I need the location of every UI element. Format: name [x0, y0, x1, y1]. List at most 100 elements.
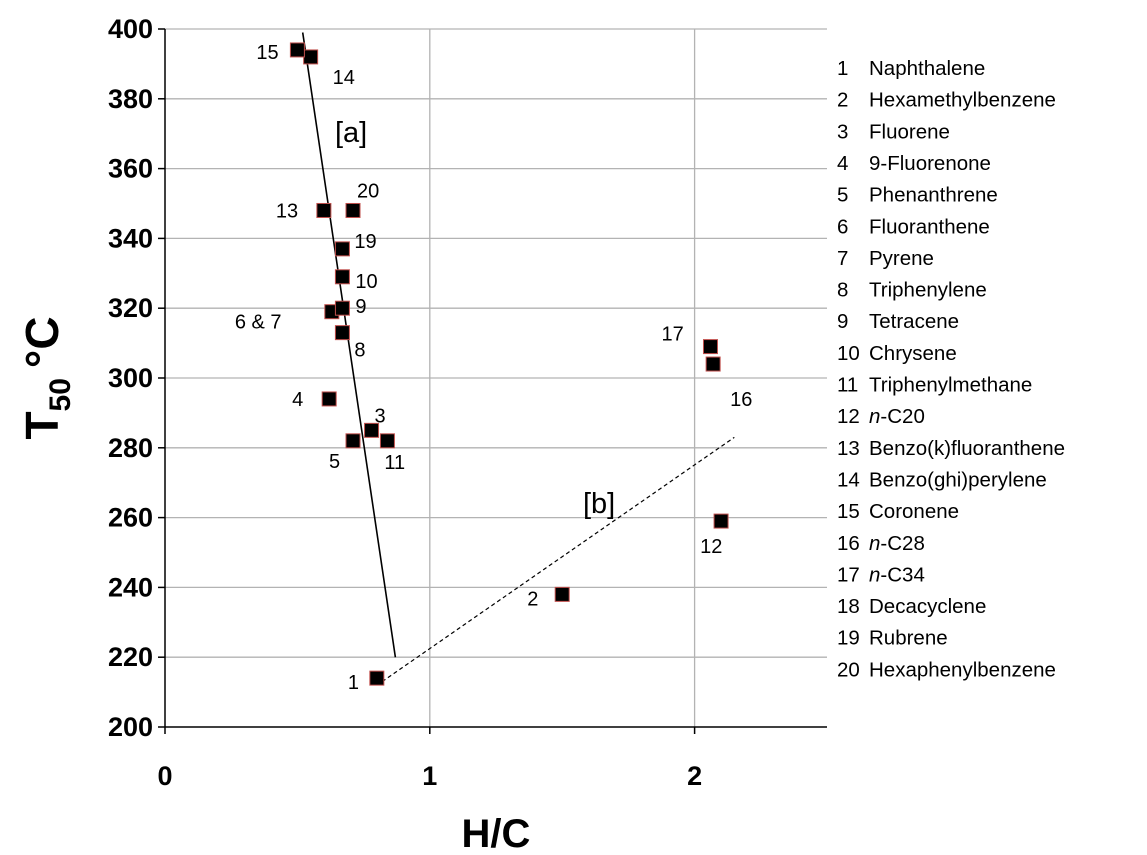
point-label: 1: [348, 672, 359, 694]
point-label: 11: [384, 452, 405, 474]
x-tick-label: 0: [157, 761, 172, 791]
point-label: 3: [375, 405, 386, 427]
legend-item-number: 7: [837, 247, 848, 270]
legend-item-name: Pyrene: [869, 247, 934, 270]
legend-item-number: 10: [837, 342, 860, 365]
point-label: 8: [354, 340, 365, 362]
x-axis-title: H/C: [462, 812, 531, 855]
point-label: 13: [276, 200, 298, 222]
y-tick-label: 400: [108, 14, 153, 44]
legend-item-number: 14: [837, 468, 860, 491]
trend-line-a: [301, 32, 397, 658]
x-tick-label: 1: [422, 761, 437, 791]
data-points: [289, 42, 729, 686]
y-tick-label: 280: [108, 433, 153, 463]
y-tick-label: 380: [108, 84, 153, 114]
legend-item-number: 13: [837, 437, 860, 460]
data-point: [369, 670, 385, 686]
x-tick-label: 2: [687, 761, 702, 791]
legend-item-name: n-C28: [869, 532, 925, 555]
y-axis-title-subscript: 50: [44, 378, 77, 411]
y-tick-label: 200: [108, 712, 153, 742]
data-point: [289, 42, 305, 58]
trend-line-b-label: [b]: [583, 488, 615, 520]
point-label: 15: [256, 42, 278, 64]
legend-item-name: Hexamethylbenzene: [869, 89, 1056, 112]
legend-item-name: Coronene: [869, 500, 959, 523]
data-point: [554, 586, 570, 602]
data-point: [702, 339, 718, 355]
data-point: [705, 356, 721, 372]
point-label: 17: [661, 324, 683, 346]
point-label: 14: [333, 67, 355, 89]
legend-item-name: n-C34: [869, 563, 925, 586]
y-tick-label: 340: [108, 223, 153, 253]
point-label: 2: [527, 588, 538, 610]
legend-item-number: 8: [837, 279, 848, 302]
legend-item-number: 15: [837, 500, 860, 523]
gridlines: [165, 28, 827, 727]
legend-item-number: 2: [837, 89, 848, 112]
point-label: 9: [355, 296, 366, 318]
trend-lines: [a] [b]: [301, 32, 735, 683]
legend-item-name: Phenanthrene: [869, 184, 998, 207]
y-tick-label: 240: [108, 572, 153, 602]
data-point: [334, 325, 350, 341]
legend-item-name: Benzo(k)fluoranthene: [869, 437, 1065, 460]
legend-item-number: 20: [837, 658, 860, 681]
data-point: [334, 241, 350, 257]
legend-item-number: 9: [837, 310, 848, 333]
trend-line-a-label: [a]: [335, 117, 367, 149]
legend-item-name: Decacyclene: [869, 595, 986, 618]
y-tick-label: 320: [108, 293, 153, 323]
data-point: [303, 49, 319, 65]
axes: [158, 28, 827, 734]
data-point: [345, 202, 361, 218]
trend-line-b: [381, 436, 735, 683]
point-label: 20: [357, 180, 379, 202]
point-label: 19: [354, 231, 376, 253]
legend-item-name: Fluoranthene: [869, 215, 990, 238]
y-axis-title-unit: °C: [16, 316, 68, 368]
legend-item-number: 1: [837, 57, 848, 80]
point-label: 6 & 7: [235, 312, 282, 334]
legend: 1 Naphthalene 2 Hexamethylbenzene 3 Fluorene 4…: [837, 57, 1065, 681]
legend-item-name: Hexaphenylbenzene: [869, 658, 1056, 681]
y-axis-title: T50 °C: [16, 316, 77, 439]
legend-item-number: 12: [837, 405, 860, 428]
legend-item-number: 3: [837, 120, 848, 143]
legend-item-number: 5: [837, 184, 848, 207]
legend-item-name: 9-Fluorenone: [869, 152, 991, 175]
data-point: [364, 422, 380, 438]
point-label: 5: [329, 451, 340, 473]
y-tick-label: 220: [108, 642, 153, 672]
data-point: [713, 513, 729, 529]
legend-item-name: Fluorene: [869, 120, 950, 143]
data-point: [379, 433, 395, 449]
data-point: [345, 433, 361, 449]
data-point: [316, 202, 332, 218]
legend-item-name: Chrysene: [869, 342, 957, 365]
data-point: [334, 300, 350, 316]
legend-item-name: Tetracene: [869, 310, 959, 333]
legend-item-number: 11: [837, 374, 858, 397]
legend-item-number: 6: [837, 215, 848, 238]
legend-item-name: Naphthalene: [869, 57, 985, 80]
point-label: 10: [355, 271, 377, 293]
legend-item-number: 4: [837, 152, 848, 175]
legend-item-number: 16: [837, 532, 860, 555]
legend-item-name: n-C20: [869, 405, 925, 428]
point-label: 4: [292, 389, 303, 411]
point-label: 16: [730, 389, 752, 411]
legend-item-number: 17: [837, 563, 860, 586]
legend-item-name: Triphenylene: [869, 279, 987, 302]
y-tick-label: 260: [108, 503, 153, 533]
y-axis-title-main: T: [16, 411, 68, 439]
data-point: [321, 391, 337, 407]
legend-item-number: 18: [837, 595, 860, 618]
legend-item-number: 19: [837, 627, 860, 650]
svg-text:T50°C: T50 °C: [16, 316, 77, 439]
